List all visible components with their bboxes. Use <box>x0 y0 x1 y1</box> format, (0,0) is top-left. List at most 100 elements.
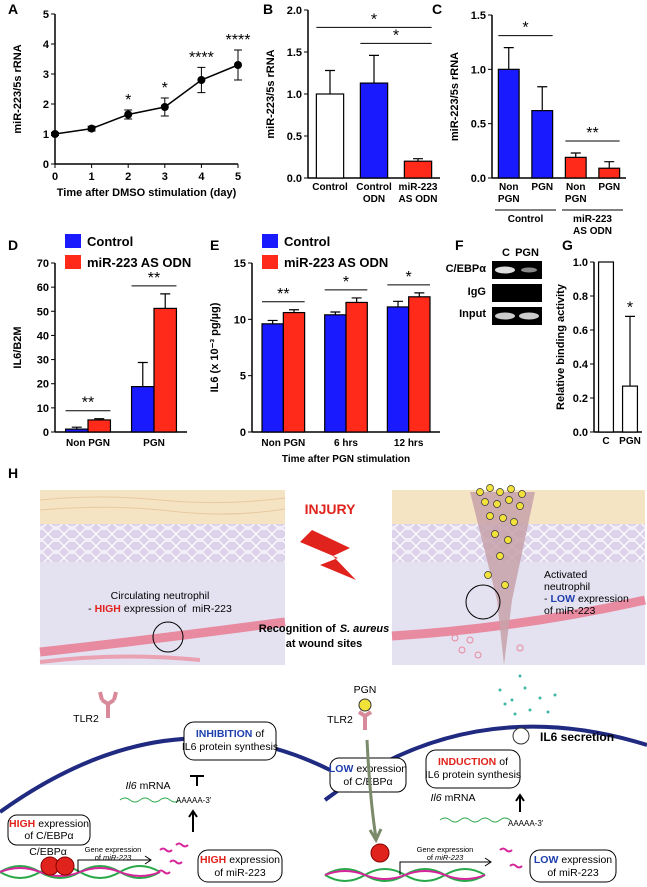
box-text: of C/EBPα <box>24 830 73 842</box>
y-tick-label: 15 <box>234 258 246 270</box>
legend-swatch <box>65 255 81 269</box>
y-tick-label: 0.4 <box>573 359 589 371</box>
y-tick-label: 0 <box>240 427 246 439</box>
cells <box>451 634 524 659</box>
y-tick-label: 60 <box>37 282 49 294</box>
text-part: of <box>95 853 102 862</box>
x-tick-label: Non <box>566 182 585 193</box>
x-tick-label: Control <box>356 182 392 193</box>
error-bar <box>71 426 82 430</box>
x-tick-label: Non PGN <box>66 438 110 449</box>
box-text: HIGH expression <box>9 818 89 830</box>
neutrophil-circle <box>152 621 184 653</box>
significance: * <box>162 80 168 97</box>
panel-letter: B <box>263 1 273 17</box>
point <box>124 110 133 119</box>
series-line <box>54 64 239 135</box>
significance: ** <box>82 395 94 412</box>
neutrophil-circle <box>465 584 501 620</box>
error-bar <box>625 315 635 387</box>
significance: * <box>406 269 412 286</box>
text-part: expression of miR-223 <box>124 603 232 615</box>
text-part: mRNA <box>445 792 476 804</box>
y-tick-label: 0.2 <box>573 393 588 405</box>
x-tick-label: 3 <box>162 171 168 183</box>
text-part: LOW <box>329 763 354 775</box>
y-tick-label: 0.5 <box>471 119 486 131</box>
point <box>234 61 242 69</box>
blot-strip <box>492 284 542 302</box>
vessel <box>391 595 646 641</box>
vessel <box>39 654 201 664</box>
panel-letter: D <box>8 237 18 253</box>
bar <box>345 301 368 433</box>
x-tick-label: PGN <box>565 194 587 205</box>
bar <box>153 307 178 433</box>
error-bar <box>330 311 341 315</box>
bar <box>621 385 639 433</box>
text-part: HIGH <box>9 818 35 830</box>
error-bar <box>288 309 299 313</box>
label: of miR-223 <box>95 853 132 862</box>
band <box>519 312 539 320</box>
mrna <box>119 797 181 803</box>
x-tick-label: 0 <box>52 171 58 183</box>
box <box>197 849 283 883</box>
text-part: mRNA <box>140 780 171 792</box>
text-part: miR-223 <box>435 853 464 862</box>
box-text: INDUCTION of <box>438 756 508 768</box>
legend-label: miR-223 AS ODN <box>87 255 191 270</box>
cell-text: of miR-223 <box>544 605 596 617</box>
x-tick-label: ODN <box>363 194 385 205</box>
box-text: INHIBITION of <box>196 728 264 740</box>
box-text: HIGH expression <box>200 854 280 866</box>
box <box>7 814 91 846</box>
bar <box>315 93 345 179</box>
x-tick-label: 12 hrs <box>394 438 424 449</box>
y-tick-label: 30 <box>37 355 49 367</box>
x-tick-label: PGN <box>598 182 620 193</box>
label: TLR2 <box>327 714 353 726</box>
point <box>160 103 169 111</box>
inhibit-mark <box>190 775 204 786</box>
legend-swatch <box>65 234 81 248</box>
y-tick-label: 50 <box>37 306 49 318</box>
box-text: IL6 protein synthesis <box>182 741 278 753</box>
cebp <box>55 856 75 876</box>
label: AAAAA-3' <box>508 819 544 828</box>
blot-strip <box>492 307 542 325</box>
text-part: LOW <box>534 854 559 866</box>
injury: INJURY <box>305 501 356 517</box>
error-bar <box>413 158 423 162</box>
dermis <box>392 562 645 665</box>
point <box>51 130 59 138</box>
x-tick-label: PGN <box>143 438 165 449</box>
x-tick-label: AS ODN <box>399 194 438 205</box>
skin-layer <box>40 490 285 524</box>
arrow <box>365 739 383 844</box>
bar <box>408 296 431 433</box>
group-label: Control <box>508 214 544 225</box>
x-axis-label: Time after PGN stimulation <box>282 454 410 465</box>
vessel <box>39 617 286 657</box>
point <box>87 124 96 133</box>
x-tick-label: 6 hrs <box>334 438 358 449</box>
y-tick-label: 5 <box>43 9 49 21</box>
label: C/EBPα <box>29 846 67 858</box>
y-tick-label: 20 <box>37 379 49 391</box>
significance: * <box>627 299 633 316</box>
text-part: INDUCTION <box>438 756 496 768</box>
significance: ** <box>148 270 160 287</box>
y-tick-label: 2 <box>43 99 49 111</box>
bar <box>597 261 615 433</box>
error-bar <box>393 300 404 307</box>
cell-text: Activated <box>544 569 587 581</box>
skin-line <box>39 496 286 515</box>
box-text: of C/EBPα <box>343 776 392 788</box>
text-part: - <box>544 593 548 605</box>
cell-text: - HIGH expression of miR-223 <box>88 603 232 615</box>
y-axis-label: miR-223/5s rRNA <box>12 44 24 133</box>
box <box>183 721 277 761</box>
error-bar <box>137 361 148 387</box>
row-label: C/EBPα <box>446 263 487 275</box>
